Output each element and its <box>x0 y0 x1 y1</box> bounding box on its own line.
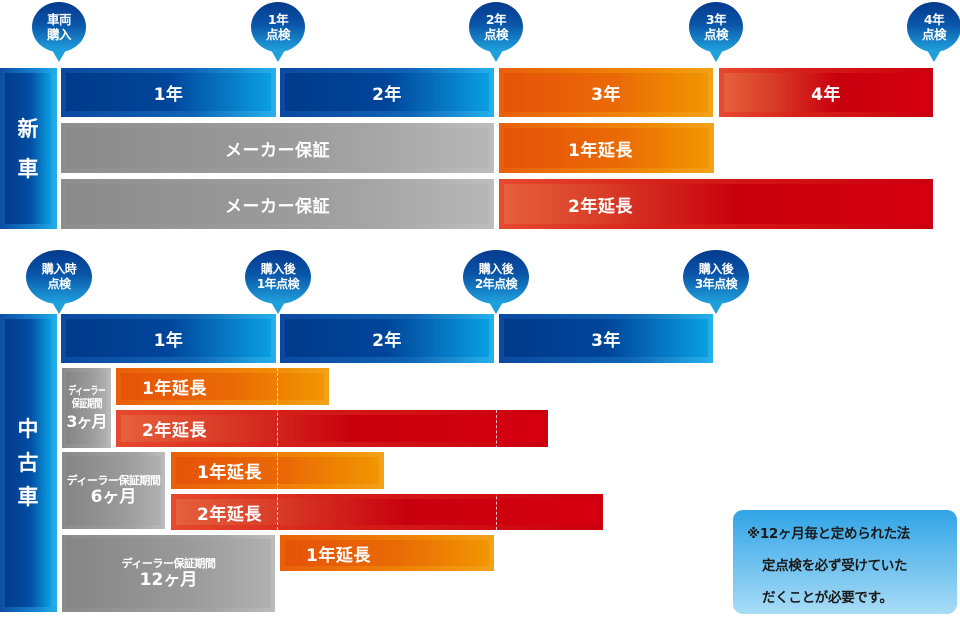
dealer-period: 3ヶ月 <box>66 412 107 431</box>
label-char: 車 <box>17 156 39 181</box>
label-char: 中 <box>17 417 39 441</box>
extension-label: 1年延長 <box>568 140 633 161</box>
year-bar-3: 3年 <box>499 68 713 117</box>
dealer-label: 保証期間 <box>71 397 102 410</box>
year-label: 3年 <box>591 85 621 105</box>
year-label: 1年 <box>153 84 184 105</box>
extension-label: 2年延長 <box>142 421 207 441</box>
pin-text: 3年点検 <box>694 277 738 291</box>
pin-text: 4年 <box>923 12 945 27</box>
dealer-warranty-12months: ディーラー保証期間 12ヶ月 <box>62 535 275 612</box>
extension-2year-bar: 2年延長 <box>116 410 548 447</box>
year-label: 3年 <box>591 330 621 351</box>
pin-text: 購入後 <box>698 262 734 276</box>
note-line: だくことが必要です。 <box>762 590 893 606</box>
maker-warranty-bar: メーカー保証 <box>61 179 494 229</box>
pin-text: 購入後 <box>260 262 296 276</box>
pin-text: 車両 <box>46 12 72 27</box>
pin-vehicle-purchase: 車両 購入 <box>32 2 86 52</box>
extension-1year-bar: 1年延長 <box>116 368 329 405</box>
dealer-period: 6ヶ月 <box>90 487 137 507</box>
pin-text: 点検 <box>703 27 729 42</box>
guide-line-2year <box>496 410 497 530</box>
dealer-label: ディーラー <box>67 384 106 397</box>
maker-warranty-label: メーカー保証 <box>225 196 330 217</box>
note-line: 定点検を必ず受けていた <box>762 558 908 574</box>
pin-post-purchase-1year: 購入後 1年点検 <box>245 250 311 304</box>
dealer-label: ディーラー保証期間 <box>66 474 161 487</box>
pin-text: 1年 <box>267 12 289 27</box>
pin-text: 1年点検 <box>256 277 300 291</box>
pin-text: 点検 <box>265 27 291 42</box>
inspection-note: ※12ヶ月毎と定められた法 定点検を必ず受けていた だくことが必要です。 <box>733 510 957 614</box>
extension-1year-bar: 1年延長 <box>499 123 714 173</box>
dealer-period: 12ヶ月 <box>139 570 198 590</box>
pin-1year-inspection: 1年 点検 <box>251 2 305 52</box>
year-bar-2: 2年 <box>280 314 494 363</box>
pin-text: 3年 <box>705 12 727 27</box>
pin-purchase-inspection: 購入時 点検 <box>26 250 92 304</box>
year-label: 2年 <box>372 84 402 105</box>
year-label: 4年 <box>811 85 841 105</box>
label-char: 新 <box>17 116 39 141</box>
pin-text: 点検 <box>47 277 71 291</box>
pin-text: 購入後 <box>478 262 514 276</box>
extension-label: 1年延長 <box>142 379 207 399</box>
pin-post-purchase-2year: 購入後 2年点検 <box>463 250 529 304</box>
pin-text: 2年点検 <box>474 277 518 291</box>
year-bar-3: 3年 <box>499 314 713 363</box>
pin-text: 購入 <box>46 27 72 42</box>
year-bar-4: 4年 <box>719 68 933 117</box>
year-bar-1: 1年 <box>61 68 276 117</box>
extension-label: 1年延長 <box>197 463 262 483</box>
pin-text: 点検 <box>921 27 947 42</box>
guide-line-1year <box>277 368 278 530</box>
label-char: 古 <box>17 451 39 475</box>
pin-text: 点検 <box>483 27 509 42</box>
pin-3year-inspection: 3年 点検 <box>689 2 743 52</box>
note-line: ※12ヶ月毎と定められた法 <box>747 526 911 542</box>
new-car-label: 新 車 <box>0 68 57 229</box>
extension-2year-bar: 2年延長 <box>171 494 603 530</box>
maker-warranty-label: メーカー保証 <box>225 140 330 161</box>
maker-warranty-bar: メーカー保証 <box>61 123 494 173</box>
extension-label: 2年延長 <box>197 504 262 525</box>
year-bar-2: 2年 <box>280 68 494 117</box>
dealer-label: ディーラー保証期間 <box>121 557 216 570</box>
year-label: 2年 <box>372 330 402 351</box>
year-label: 1年 <box>153 330 184 351</box>
label-char: 車 <box>17 485 39 509</box>
pin-text: 購入時 <box>41 262 77 276</box>
extension-2year-bar: 2年延長 <box>499 179 933 229</box>
used-car-label: 中 古 車 <box>0 314 57 612</box>
extension-1year-bar: 1年延長 <box>280 535 494 571</box>
extension-label: 2年延長 <box>568 196 633 217</box>
pin-text: 2年 <box>485 12 507 27</box>
pin-post-purchase-3year: 購入後 3年点検 <box>683 250 749 304</box>
pin-4year-inspection: 4年 点検 <box>907 2 960 52</box>
dealer-warranty-3months: ディーラー 保証期間 3ヶ月 <box>62 368 111 448</box>
pin-2year-inspection: 2年 点検 <box>469 2 523 52</box>
extension-label: 1年延長 <box>306 545 371 566</box>
dealer-warranty-6months: ディーラー保証期間 6ヶ月 <box>62 452 165 529</box>
year-bar-1: 1年 <box>61 314 276 363</box>
